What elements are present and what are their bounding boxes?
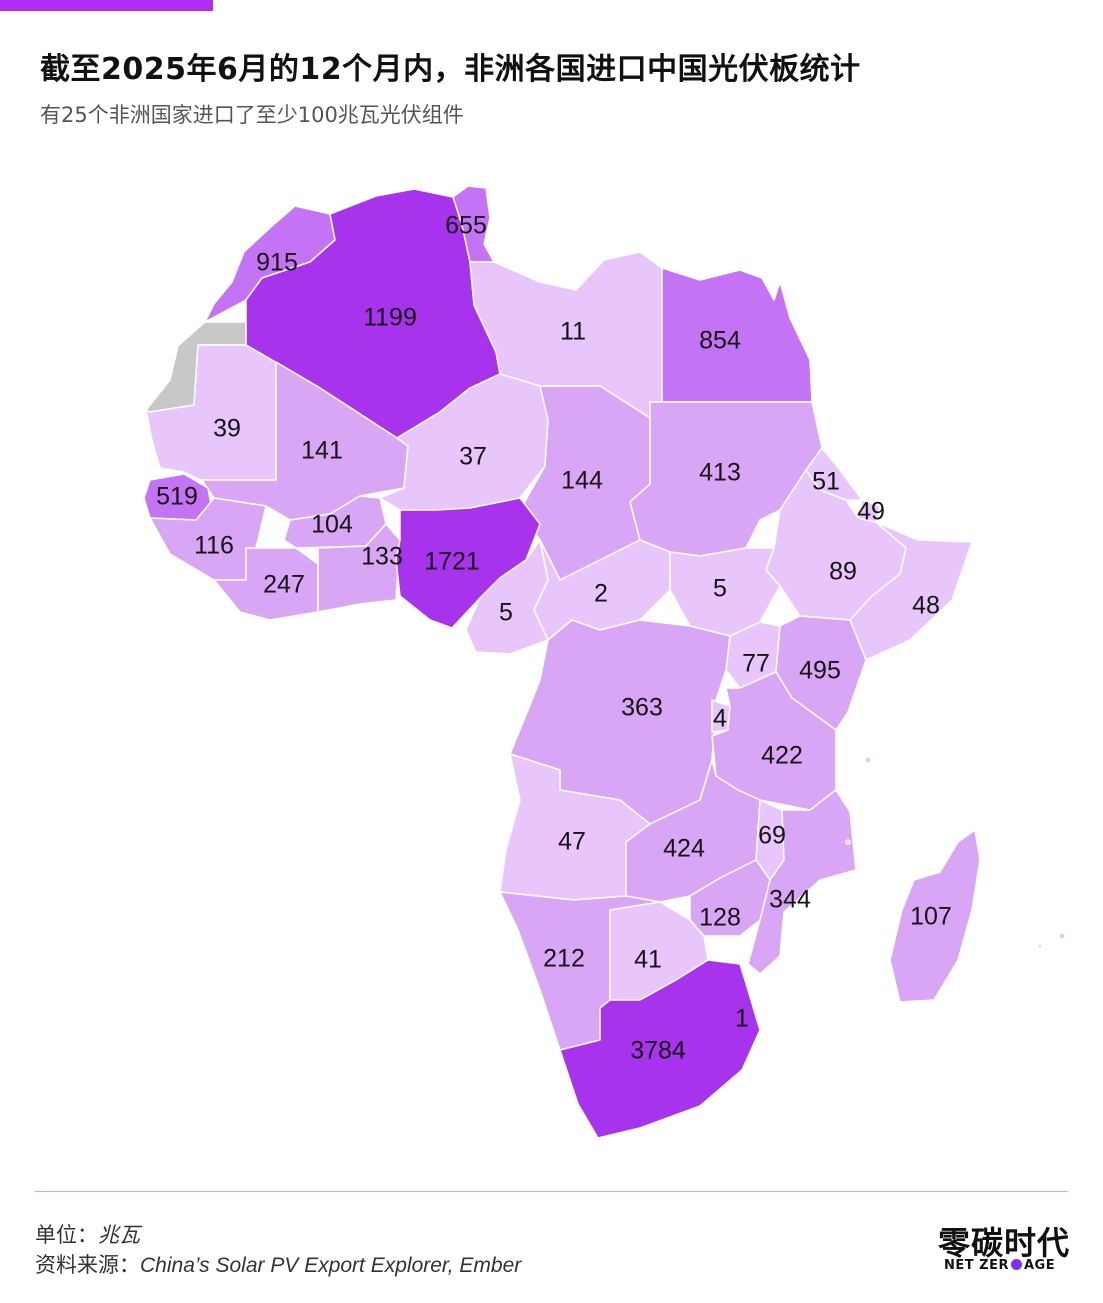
region-mozambique <box>747 789 857 975</box>
value-label-dr-congo: 363 <box>621 694 663 722</box>
region-c-te-d-ivoire <box>213 547 319 621</box>
value-label-madagascar: 107 <box>910 903 952 931</box>
value-label-libya: 11 <box>560 318 586 346</box>
value-label-c-te-d-ivoire: 247 <box>263 571 305 599</box>
value-label-mozambique: 344 <box>769 886 811 914</box>
brand-name-en-left: NET ZER <box>944 1258 1009 1273</box>
value-label-south-africa: 3784 <box>630 1037 686 1065</box>
region-tunisia <box>452 185 495 263</box>
source-label: 资料来源： <box>35 1254 140 1277</box>
brand-name-en-right: AGE <box>1023 1258 1056 1273</box>
island-1 <box>845 839 851 845</box>
value-label-sudan: 413 <box>699 459 741 487</box>
value-label-senegal: 519 <box>156 483 198 511</box>
island-3 <box>1037 943 1043 949</box>
unit-label: 单位： <box>35 1224 98 1247</box>
value-label-mali: 141 <box>301 437 343 465</box>
source-value: China’s Solar PV Export Explorer, Ember <box>140 1254 522 1277</box>
value-label-ghana: 133 <box>361 543 403 571</box>
value-label-central-african-republic: 2 <box>594 580 608 608</box>
footer-divider <box>35 1191 1068 1192</box>
value-label-eritrea: 51 <box>812 468 840 496</box>
value-label-mauritania: 39 <box>213 415 241 443</box>
value-label-angola: 47 <box>558 828 586 856</box>
value-label-burkina-faso: 104 <box>311 511 353 539</box>
region-madagascar <box>889 829 981 1003</box>
island-2 <box>1058 932 1066 940</box>
value-label-burundi: 4 <box>713 705 727 733</box>
value-label-morocco: 915 <box>256 249 298 277</box>
brand-name-en: NET ZER AGE <box>944 1258 1055 1273</box>
brand-logo: 零碳时代 NET ZER AGE <box>930 1218 1070 1278</box>
value-label-niger: 37 <box>459 443 487 471</box>
value-label-kenya: 495 <box>799 657 841 685</box>
region-guinea <box>149 497 267 581</box>
value-label-guinea: 116 <box>194 532 234 560</box>
value-label-somalia: 48 <box>912 592 940 620</box>
value-label-south-sudan: 5 <box>713 575 727 603</box>
value-label-cameroon: 5 <box>499 599 513 627</box>
chart-subtitle: 有25个非洲国家进口了至少100兆瓦光伏组件 <box>40 103 464 127</box>
brand-name-cn: 零碳时代 <box>937 1224 1070 1262</box>
value-label-botswana: 41 <box>634 946 662 974</box>
value-label-namibia: 212 <box>543 945 585 973</box>
value-label-tanzania: 422 <box>761 742 803 770</box>
top-accent-bar <box>0 0 213 11</box>
value-label-egypt: 854 <box>699 327 741 355</box>
chart-title: 截至2025年6月的12个月内，非洲各国进口中国光伏板统计 <box>40 52 861 87</box>
unit-value: 兆瓦 <box>98 1224 140 1247</box>
brand-dot-icon <box>1010 1259 1022 1270</box>
value-label-algeria: 1199 <box>363 304 417 332</box>
source-note: 资料来源：China’s Solar PV Export Explorer, E… <box>35 1249 521 1279</box>
value-label-ethiopia: 89 <box>829 558 857 586</box>
value-label-nigeria: 1721 <box>424 548 480 576</box>
value-label-uganda: 77 <box>742 650 770 678</box>
region-south-africa <box>559 959 761 1139</box>
unit-note: 单位：兆瓦 <box>35 1219 140 1249</box>
value-label-zambia: 424 <box>663 835 705 863</box>
island-0 <box>864 756 872 764</box>
value-label-djibouti: 49 <box>857 498 885 526</box>
value-label-tunisia: 655 <box>445 212 487 240</box>
region-south-sudan <box>669 547 781 637</box>
value-label-eswatini: 1 <box>735 1005 749 1033</box>
value-label-zimbabwe: 128 <box>699 904 741 932</box>
region-tanzania <box>711 671 837 811</box>
value-label-chad: 144 <box>561 467 603 495</box>
value-label-malawi: 69 <box>758 822 786 850</box>
